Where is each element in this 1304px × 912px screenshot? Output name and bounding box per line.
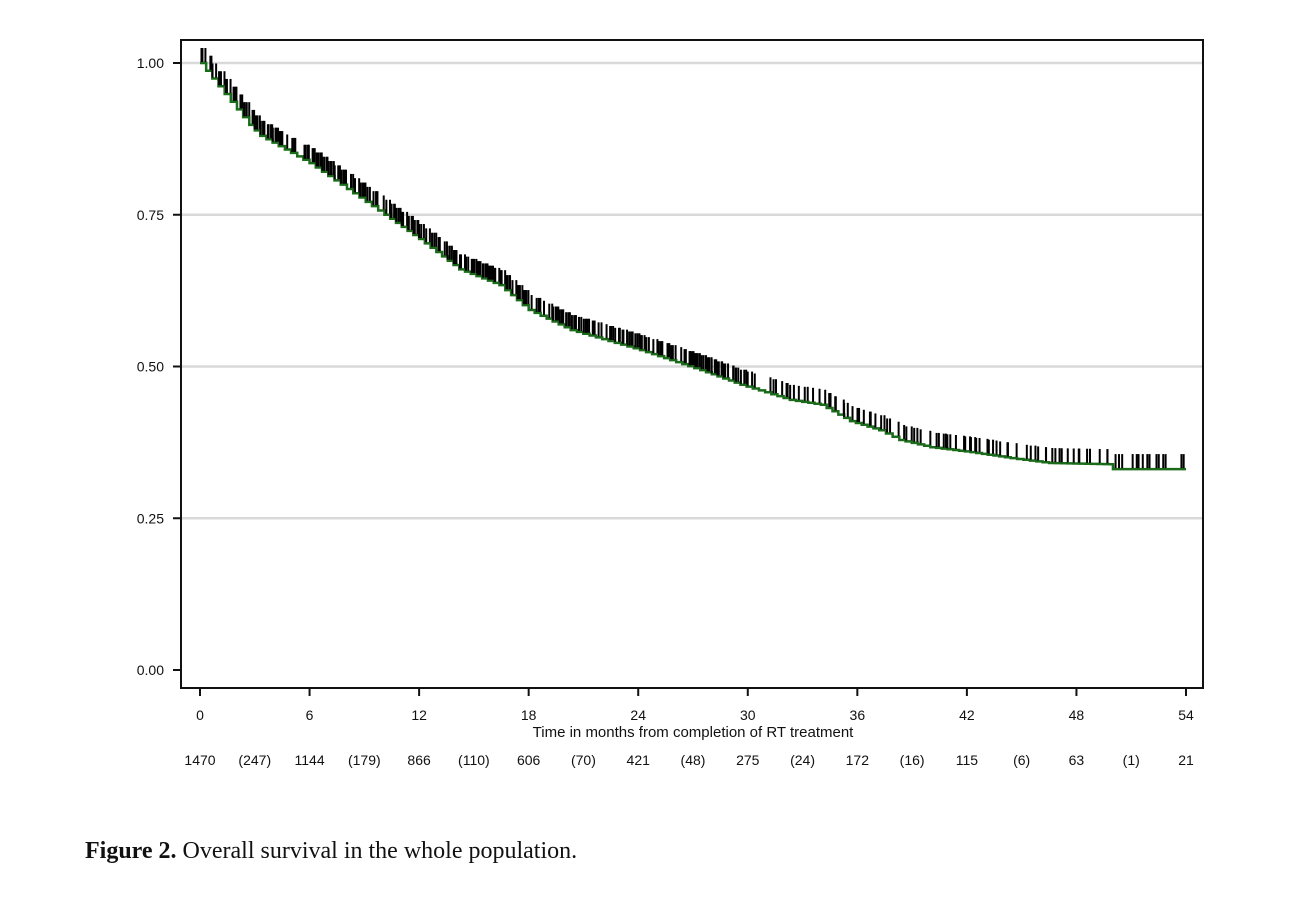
risk-table-value: 21 bbox=[1178, 752, 1194, 768]
risk-table-value: (1) bbox=[1123, 752, 1140, 768]
caption-text: Overall survival in the whole population… bbox=[176, 838, 578, 864]
risk-table-value: 606 bbox=[517, 752, 541, 768]
risk-table-value: 1470 bbox=[184, 752, 215, 768]
x-axis-label: Time in months from completion of RT tre… bbox=[533, 724, 855, 741]
x-tick-label: 0 bbox=[196, 707, 204, 723]
x-tick-label: 36 bbox=[850, 707, 866, 723]
figure-label: Figure 2. bbox=[85, 838, 177, 864]
survival-curve bbox=[200, 61, 1186, 471]
risk-table-value: 63 bbox=[1069, 752, 1085, 768]
risk-table-value: (70) bbox=[571, 752, 596, 768]
x-tick-label: 24 bbox=[630, 707, 646, 723]
figure-caption: Figure 2. Overall survival in the whole … bbox=[85, 838, 577, 865]
risk-table-value: (247) bbox=[238, 752, 271, 768]
x-tick-label: 54 bbox=[1178, 707, 1194, 723]
risk-table-value: 1144 bbox=[295, 752, 325, 768]
x-tick-label: 12 bbox=[411, 707, 427, 723]
x-tick-label: 48 bbox=[1069, 707, 1085, 723]
x-tick-label: 6 bbox=[306, 707, 314, 723]
y-tick-label: 0.50 bbox=[137, 359, 164, 375]
x-tick-label: 42 bbox=[959, 707, 975, 723]
y-tick-label: 0.00 bbox=[137, 662, 164, 678]
y-tick-label: 1.00 bbox=[137, 55, 164, 71]
risk-table-value: 866 bbox=[407, 752, 431, 768]
x-tick-label: 18 bbox=[521, 707, 537, 723]
risk-table-value: 172 bbox=[846, 752, 870, 768]
risk-table-value: (48) bbox=[681, 752, 706, 768]
plot-frame bbox=[180, 39, 1204, 689]
risk-table-value: (6) bbox=[1013, 752, 1030, 768]
risk-table-value: (16) bbox=[900, 752, 925, 768]
x-tick-label: 30 bbox=[740, 707, 756, 723]
risk-table-value: (179) bbox=[348, 752, 381, 768]
risk-table-value: 115 bbox=[956, 752, 979, 768]
y-tick-label: 0.25 bbox=[137, 510, 164, 526]
risk-table-value: 421 bbox=[627, 752, 651, 768]
risk-table-value: (110) bbox=[458, 752, 490, 768]
risk-table-value: (24) bbox=[790, 752, 815, 768]
risk-table-value: 275 bbox=[736, 752, 760, 768]
y-tick-label: 0.75 bbox=[137, 207, 164, 223]
